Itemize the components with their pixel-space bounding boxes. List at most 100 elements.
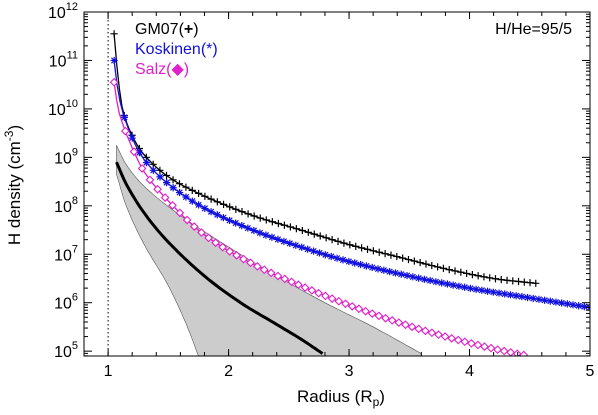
data-marker bbox=[280, 274, 290, 284]
data-marker bbox=[292, 225, 300, 233]
y-axis-title: H density (cm-3) bbox=[2, 125, 24, 245]
plot-content bbox=[109, 30, 590, 356]
data-marker bbox=[546, 297, 554, 305]
data-marker bbox=[207, 195, 215, 203]
data-marker bbox=[232, 205, 240, 213]
series-salz bbox=[109, 77, 529, 356]
data-marker bbox=[369, 247, 377, 255]
data-marker bbox=[304, 245, 312, 253]
data-marker bbox=[128, 134, 136, 142]
data-marker bbox=[483, 287, 492, 295]
data-marker bbox=[346, 241, 354, 249]
y-tick-label: 105 bbox=[54, 340, 78, 361]
data-marker bbox=[361, 306, 370, 316]
plot-frame bbox=[83, 11, 591, 357]
data-marker bbox=[404, 255, 413, 264]
data-marker bbox=[401, 320, 410, 330]
data-marker bbox=[351, 259, 359, 267]
data-marker bbox=[293, 280, 303, 290]
uncertainty-band bbox=[116, 145, 422, 356]
data-marker bbox=[480, 342, 489, 351]
y-tick-label: 109 bbox=[54, 146, 78, 167]
data-marker bbox=[415, 274, 423, 282]
data-marker bbox=[409, 273, 417, 281]
data-marker bbox=[182, 183, 190, 191]
data-marker bbox=[493, 345, 502, 355]
data-marker bbox=[352, 242, 360, 250]
data-marker bbox=[162, 171, 171, 180]
data-marker bbox=[232, 250, 241, 260]
data-marker bbox=[410, 257, 418, 265]
data-marker bbox=[347, 301, 357, 311]
data-marker bbox=[526, 279, 534, 287]
data-marker bbox=[256, 229, 264, 237]
data-marker bbox=[503, 276, 511, 284]
data-marker bbox=[287, 277, 296, 287]
legend-entry-salz: Salz(◆) bbox=[135, 61, 189, 78]
data-marker bbox=[472, 285, 480, 293]
data-marker bbox=[120, 113, 129, 121]
data-marker bbox=[440, 332, 450, 341]
data-marker bbox=[145, 175, 155, 185]
data-marker bbox=[149, 166, 157, 174]
data-marker bbox=[512, 349, 522, 356]
data-marker bbox=[486, 274, 494, 282]
data-marker bbox=[109, 77, 119, 87]
data-marker bbox=[156, 173, 164, 181]
data-marker bbox=[506, 291, 515, 299]
data-marker bbox=[213, 211, 221, 219]
data-marker bbox=[463, 269, 471, 278]
data-marker bbox=[110, 30, 118, 38]
data-marker bbox=[304, 228, 312, 236]
data-marker bbox=[188, 197, 196, 205]
data-marker bbox=[422, 260, 430, 268]
legend: GM07(+) Koskinen(*) Salz(◆) bbox=[135, 21, 218, 78]
data-marker bbox=[466, 284, 474, 292]
data-marker bbox=[188, 186, 196, 194]
data-marker bbox=[194, 189, 203, 197]
data-marker bbox=[182, 215, 192, 225]
series-gm07 bbox=[110, 30, 540, 287]
data-marker bbox=[529, 294, 537, 303]
data-marker bbox=[426, 276, 434, 285]
y-tick-label: 108 bbox=[54, 195, 78, 216]
data-marker bbox=[403, 271, 411, 280]
data-marker bbox=[558, 299, 566, 307]
data-marker bbox=[250, 226, 258, 235]
data-marker bbox=[491, 275, 500, 283]
data-marker bbox=[399, 254, 407, 262]
data-marker bbox=[334, 296, 344, 306]
data-marker bbox=[451, 267, 459, 275]
data-marker bbox=[501, 290, 509, 298]
data-marker bbox=[238, 208, 246, 216]
data-marker bbox=[169, 176, 177, 184]
data-marker bbox=[321, 291, 330, 301]
data-marker bbox=[292, 241, 300, 249]
data-marker bbox=[307, 286, 317, 295]
data-marker bbox=[387, 316, 397, 325]
data-marker bbox=[298, 226, 306, 235]
data-marker bbox=[473, 340, 483, 350]
data-marker bbox=[211, 238, 221, 248]
data-marker bbox=[225, 246, 235, 256]
data-marker bbox=[268, 233, 276, 241]
data-marker bbox=[453, 335, 463, 345]
data-marker bbox=[443, 280, 452, 288]
data-marker bbox=[328, 236, 336, 244]
data-marker bbox=[201, 204, 209, 213]
data-marker bbox=[213, 198, 221, 206]
data-marker bbox=[420, 326, 430, 336]
data-marker bbox=[156, 166, 164, 174]
data-marker bbox=[238, 222, 246, 230]
data-marker bbox=[327, 294, 337, 303]
data-marker bbox=[137, 164, 147, 173]
data-marker bbox=[386, 268, 394, 276]
data-marker bbox=[363, 245, 372, 253]
data-marker bbox=[434, 330, 443, 340]
data-marker bbox=[367, 309, 377, 318]
data-marker bbox=[340, 239, 348, 247]
x-tick-label: 2 bbox=[224, 363, 233, 380]
data-marker bbox=[321, 251, 329, 259]
data-marker bbox=[486, 343, 496, 353]
data-marker bbox=[434, 263, 442, 271]
